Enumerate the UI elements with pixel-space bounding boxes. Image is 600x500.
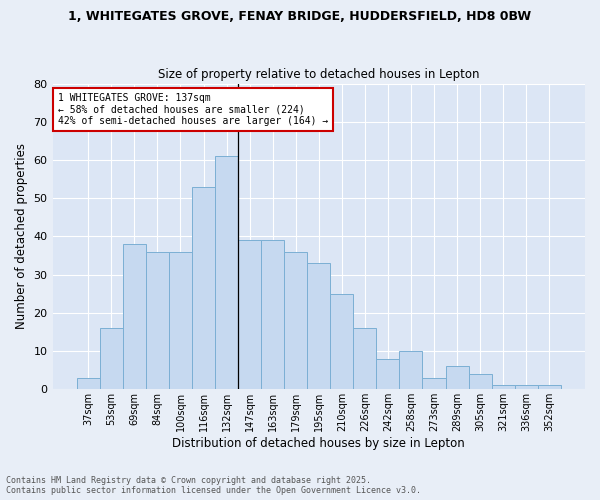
Bar [123, 244, 146, 390]
Bar [100, 328, 123, 390]
Bar [238, 240, 261, 390]
Bar [77, 378, 100, 390]
Bar [469, 374, 491, 390]
Title: Size of property relative to detached houses in Lepton: Size of property relative to detached ho… [158, 68, 479, 81]
Bar [491, 386, 515, 390]
Bar [146, 252, 169, 390]
Bar [261, 240, 284, 390]
Bar [215, 156, 238, 390]
X-axis label: Distribution of detached houses by size in Lepton: Distribution of detached houses by size … [172, 437, 465, 450]
Bar [538, 386, 561, 390]
Bar [169, 252, 192, 390]
Bar [446, 366, 469, 390]
Text: 1 WHITEGATES GROVE: 137sqm
← 58% of detached houses are smaller (224)
42% of sem: 1 WHITEGATES GROVE: 137sqm ← 58% of deta… [58, 92, 328, 126]
Text: 1, WHITEGATES GROVE, FENAY BRIDGE, HUDDERSFIELD, HD8 0BW: 1, WHITEGATES GROVE, FENAY BRIDGE, HUDDE… [68, 10, 532, 23]
Bar [422, 378, 446, 390]
Text: Contains HM Land Registry data © Crown copyright and database right 2025.
Contai: Contains HM Land Registry data © Crown c… [6, 476, 421, 495]
Bar [376, 358, 400, 390]
Y-axis label: Number of detached properties: Number of detached properties [15, 144, 28, 330]
Bar [353, 328, 376, 390]
Bar [515, 386, 538, 390]
Bar [307, 263, 330, 390]
Bar [284, 252, 307, 390]
Bar [400, 351, 422, 390]
Bar [192, 186, 215, 390]
Bar [330, 294, 353, 390]
